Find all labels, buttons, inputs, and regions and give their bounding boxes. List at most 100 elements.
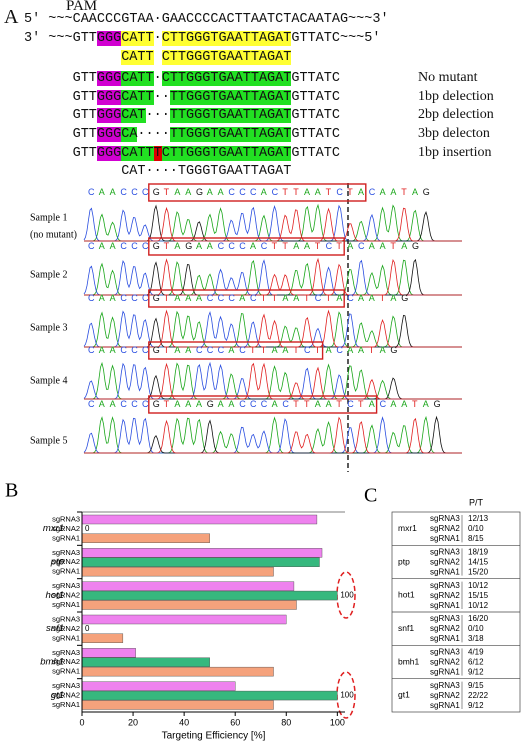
series-label: sgRNA2 [52, 691, 80, 700]
base-call: A [174, 241, 180, 251]
base-call: T [261, 345, 267, 355]
base-call: T [326, 187, 332, 197]
base-call: A [207, 187, 213, 197]
base-call: A [315, 187, 321, 197]
bar [81, 700, 274, 710]
base-call: A [196, 399, 202, 409]
base-call: T [304, 293, 310, 303]
category-label: snf1 [46, 623, 64, 634]
base-call: C [207, 293, 214, 303]
base-call: A [272, 399, 278, 409]
chromatogram-trace [84, 415, 462, 454]
base-call: A [401, 241, 407, 251]
base-call: A [304, 241, 310, 251]
series-label: sgRNA1 [52, 533, 80, 542]
base-call: T [282, 241, 288, 251]
base-call: T [315, 241, 321, 251]
series-label: sgRNA1 [52, 600, 80, 609]
base-call: T [250, 345, 256, 355]
base-call: G [434, 399, 441, 409]
base-call: C [239, 345, 246, 355]
base-call: C [261, 399, 268, 409]
base-call: A [380, 345, 386, 355]
sequence-segment: CTTGGGTGAATTAGAT [161, 50, 292, 65]
base-call: A [99, 187, 105, 197]
bar [81, 590, 338, 601]
sequence-segment [154, 50, 162, 65]
ratio: 18/19 [468, 547, 489, 556]
sequence-segment: GGG [96, 71, 122, 86]
base-call: C [142, 293, 149, 303]
gene-name: bmh1 [398, 656, 420, 666]
sgrna-name: sgRNA2 [430, 557, 460, 566]
base-call: G [153, 293, 160, 303]
series-label: sgRNA3 [52, 681, 80, 690]
sequence-segment: · [153, 71, 162, 86]
series-label: sgRNA1 [52, 667, 80, 676]
sequence-segment: CATT [121, 31, 154, 46]
base-call: C [131, 399, 138, 409]
base-call: T [390, 241, 396, 251]
series-label: sgRNA1 [52, 633, 80, 642]
base-call: T [164, 293, 170, 303]
sequence-segment: CATT [121, 89, 154, 105]
sgrna-name: sgRNA1 [430, 667, 460, 676]
base-call: C [142, 345, 149, 355]
base-call: T [315, 345, 321, 355]
base-call: G [153, 241, 160, 251]
series-label: sgRNA3 [52, 614, 80, 623]
panel-label: C [364, 485, 377, 507]
base-call: A [369, 399, 375, 409]
sequence-segment: TTGGGTGAATTAGAT [169, 127, 292, 143]
base-call: A [390, 399, 396, 409]
bar [81, 657, 210, 667]
base-call: T [336, 241, 342, 251]
mutant-label: No mutant [418, 70, 478, 85]
base-call: C [347, 399, 354, 409]
sequence-segment: GTT [72, 108, 97, 124]
ratio: 9/12 [468, 667, 484, 676]
base-call: A [282, 293, 288, 303]
x-tick-label: 60 [230, 717, 240, 727]
sequence-segment: T [153, 145, 162, 161]
mutant-label: 1bp delection [418, 88, 494, 104]
base-call: G [423, 187, 430, 197]
value-label: 100 [340, 691, 354, 700]
sgrna-name: sgRNA3 [430, 547, 460, 556]
x-tick-label: 40 [179, 717, 189, 727]
category-label: hot1 [46, 590, 65, 601]
base-call: T [326, 293, 332, 303]
sequence-segment: GGG [96, 89, 122, 105]
sgrna-name: sgRNA1 [430, 534, 460, 543]
sgrna-name: sgRNA3 [430, 581, 460, 590]
sequence-segment: TTGGGTGAATTAGAT [169, 89, 292, 105]
base-call: G [401, 293, 408, 303]
base-call: C [120, 399, 127, 409]
series-label: sgRNA1 [52, 700, 80, 709]
x-tick-label: 80 [281, 717, 291, 727]
edit-region-box [148, 237, 345, 256]
x-axis-title: Targeting Efficiency [%] [162, 731, 266, 741]
mutant-label: 2bp delection [418, 107, 494, 123]
sgrna-name: sgRNA3 [430, 514, 460, 523]
value-label: 100 [340, 591, 354, 600]
bar [81, 581, 295, 591]
base-call: A [196, 293, 202, 303]
category-label: bmh1 [40, 657, 64, 668]
sequence-segment: CTTGGGTGAATTAGAT [161, 71, 292, 86]
sequence-segment: CATT [121, 145, 154, 161]
base-call: A [110, 345, 116, 355]
base-call: C [131, 241, 138, 251]
ratio: 0/10 [468, 524, 484, 533]
base-call: A [110, 293, 116, 303]
sequence-segment: CATT [121, 71, 154, 86]
base-call: C [142, 241, 149, 251]
base-call: C [326, 241, 333, 251]
series-label: sgRNA3 [52, 514, 80, 523]
base-call: A [99, 293, 105, 303]
sgrna-name: sgRNA2 [430, 524, 460, 533]
sgrna-name: sgRNA2 [430, 624, 460, 633]
base-call: C [88, 293, 95, 303]
chromatogram-trace [84, 309, 462, 348]
